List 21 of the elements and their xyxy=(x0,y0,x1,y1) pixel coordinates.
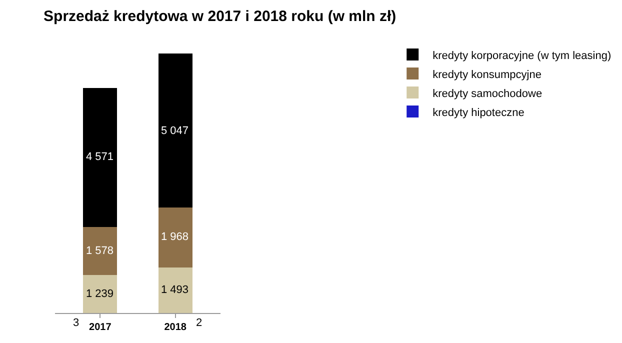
data-label: 1 578 xyxy=(86,245,114,257)
x-tick-label: 2018 xyxy=(164,322,187,333)
bar xyxy=(83,88,118,228)
data-label: 3 xyxy=(73,317,80,329)
data-label: 1 493 xyxy=(161,284,189,296)
legend-label: kredyty hipoteczne xyxy=(432,106,524,119)
bar xyxy=(158,207,192,268)
data-label: 1 968 xyxy=(161,231,189,243)
legend-label: kredyty korporacyjne (w tym leasing) xyxy=(432,50,612,62)
legend-label: kredyty konsumpcyjne xyxy=(432,68,542,81)
bar xyxy=(158,267,192,313)
bar xyxy=(83,275,118,313)
chart-title: Sprzedaż kredytowa w 2017 i 2018 roku (w mln zł) xyxy=(44,8,396,25)
legend-label: kredyty samochodowe xyxy=(432,88,542,100)
data-label: 2 xyxy=(196,317,202,329)
data-label: 1 239 xyxy=(86,288,114,300)
data-label: 5 047 xyxy=(161,125,189,137)
bar xyxy=(158,54,192,208)
data-label: 4 571 xyxy=(86,151,114,163)
x-tick-label: 2017 xyxy=(89,322,112,333)
bar xyxy=(83,227,118,276)
